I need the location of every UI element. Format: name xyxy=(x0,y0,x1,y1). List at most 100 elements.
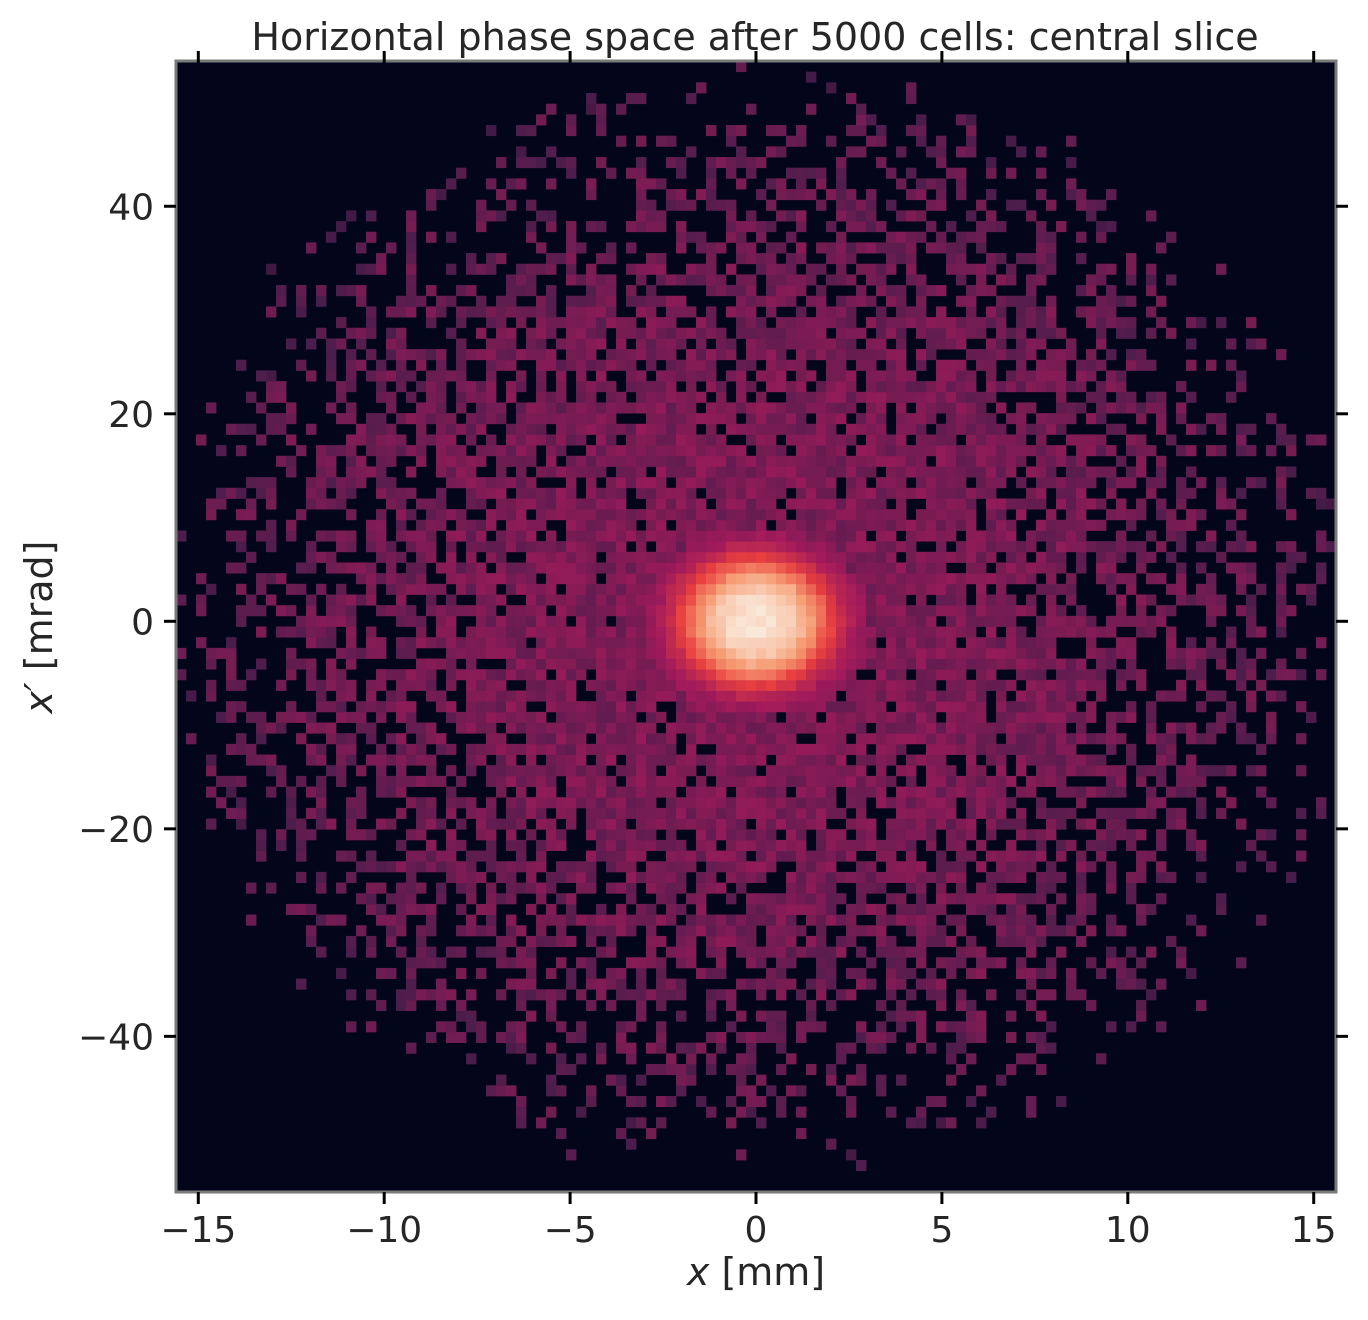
heatmap-cell xyxy=(1036,733,1047,745)
heatmap-cell xyxy=(966,530,977,542)
heatmap-cell xyxy=(1046,829,1057,841)
heatmap-cell xyxy=(676,1085,687,1097)
heatmap-cell xyxy=(656,871,667,883)
heatmap-cell xyxy=(976,274,987,286)
heatmap-cell xyxy=(246,477,257,489)
heatmap-cell xyxy=(776,487,787,499)
heatmap-cell xyxy=(816,786,827,798)
heatmap-cell xyxy=(706,861,717,873)
heatmap-cell xyxy=(1106,487,1117,499)
heatmap-cell xyxy=(996,807,1007,819)
heatmap-cell xyxy=(976,231,987,243)
heatmap-cell xyxy=(466,349,477,361)
heatmap-cell xyxy=(636,477,647,489)
heatmap-cell xyxy=(236,359,247,371)
heatmap-cell xyxy=(846,466,857,478)
heatmap-cell xyxy=(726,669,737,681)
heatmap-cell xyxy=(886,1031,897,1044)
heatmap-cell xyxy=(506,381,517,393)
heatmap-cell xyxy=(336,605,347,617)
heatmap-cell xyxy=(506,690,517,702)
heatmap-cell xyxy=(516,989,527,1001)
heatmap-cell xyxy=(1216,765,1227,777)
heatmap-cell xyxy=(816,573,827,585)
heatmap-cell xyxy=(306,722,317,734)
heatmap-cell xyxy=(1036,722,1047,734)
heatmap-cell xyxy=(876,946,887,958)
heatmap-cell xyxy=(786,583,797,595)
heatmap-cell xyxy=(486,583,497,595)
heatmap-cell xyxy=(816,829,827,841)
heatmap-cell xyxy=(546,637,557,649)
heatmap-cell xyxy=(626,807,637,819)
heatmap-cell xyxy=(1266,829,1277,841)
heatmap-cell xyxy=(736,359,747,371)
heatmap-cell xyxy=(226,807,237,819)
heatmap-cell xyxy=(1096,413,1107,425)
heatmap-cell xyxy=(686,754,697,766)
heatmap-cell xyxy=(556,829,567,841)
heatmap-cell xyxy=(866,679,877,691)
heatmap-cell xyxy=(836,263,847,275)
heatmap-cell xyxy=(846,1095,857,1108)
heatmap-cell xyxy=(346,711,357,723)
heatmap-cell xyxy=(706,679,717,691)
heatmap-cell xyxy=(686,263,697,275)
heatmap-cell xyxy=(786,231,797,243)
heatmap-cell xyxy=(686,850,697,862)
heatmap-cell xyxy=(676,818,687,830)
heatmap-cell xyxy=(606,242,617,254)
heatmap-cell xyxy=(826,466,837,478)
heatmap-cell xyxy=(616,605,627,617)
heatmap-cell xyxy=(796,306,807,318)
heatmap-cell xyxy=(396,359,407,371)
heatmap-cell xyxy=(876,338,887,350)
heatmap-cell xyxy=(836,722,847,734)
heatmap-cell xyxy=(746,978,757,990)
heatmap-cell xyxy=(736,925,747,937)
heatmap-cell xyxy=(736,807,747,819)
heatmap-cell xyxy=(966,519,977,531)
heatmap-cell xyxy=(986,850,997,862)
heatmap-cell xyxy=(776,509,787,521)
heatmap-cell xyxy=(466,914,477,926)
heatmap-cell xyxy=(396,807,407,819)
heatmap-cell xyxy=(766,509,777,521)
heatmap-cell xyxy=(766,434,777,446)
heatmap-cell xyxy=(266,722,277,734)
heatmap-cell xyxy=(666,295,677,307)
heatmap-cell xyxy=(1066,786,1077,798)
heatmap-cell xyxy=(656,562,667,574)
heatmap-cell xyxy=(886,690,897,702)
heatmap-cell xyxy=(756,786,767,798)
heatmap-cell xyxy=(816,391,827,403)
heatmap-cell xyxy=(406,541,417,553)
heatmap-cell xyxy=(776,413,787,425)
heatmap-cell xyxy=(406,349,417,361)
heatmap-cell xyxy=(796,285,807,297)
heatmap-cell xyxy=(476,423,487,435)
heatmap-cell xyxy=(516,541,527,553)
heatmap-cell xyxy=(796,669,807,681)
heatmap-cell xyxy=(296,903,307,915)
heatmap-cell xyxy=(576,615,587,627)
heatmap-cell xyxy=(926,530,937,542)
heatmap-cell xyxy=(716,850,727,862)
heatmap-cell xyxy=(416,743,427,755)
heatmap-cell xyxy=(1166,605,1177,617)
heatmap-cell xyxy=(956,1063,967,1076)
heatmap-cell xyxy=(776,701,787,713)
heatmap-cell xyxy=(536,605,547,617)
heatmap-cell xyxy=(346,733,357,745)
heatmap-cell xyxy=(916,285,927,297)
heatmap-cell xyxy=(1146,903,1157,915)
heatmap-cell xyxy=(476,807,487,819)
heatmap-cell xyxy=(1146,701,1157,713)
heatmap-cell xyxy=(726,530,737,542)
heatmap-cell xyxy=(646,775,657,787)
heatmap-cell xyxy=(396,615,407,627)
heatmap-cell xyxy=(756,754,767,766)
heatmap-cell xyxy=(1046,818,1057,830)
heatmap-cell xyxy=(806,690,817,702)
heatmap-cell xyxy=(976,285,987,297)
